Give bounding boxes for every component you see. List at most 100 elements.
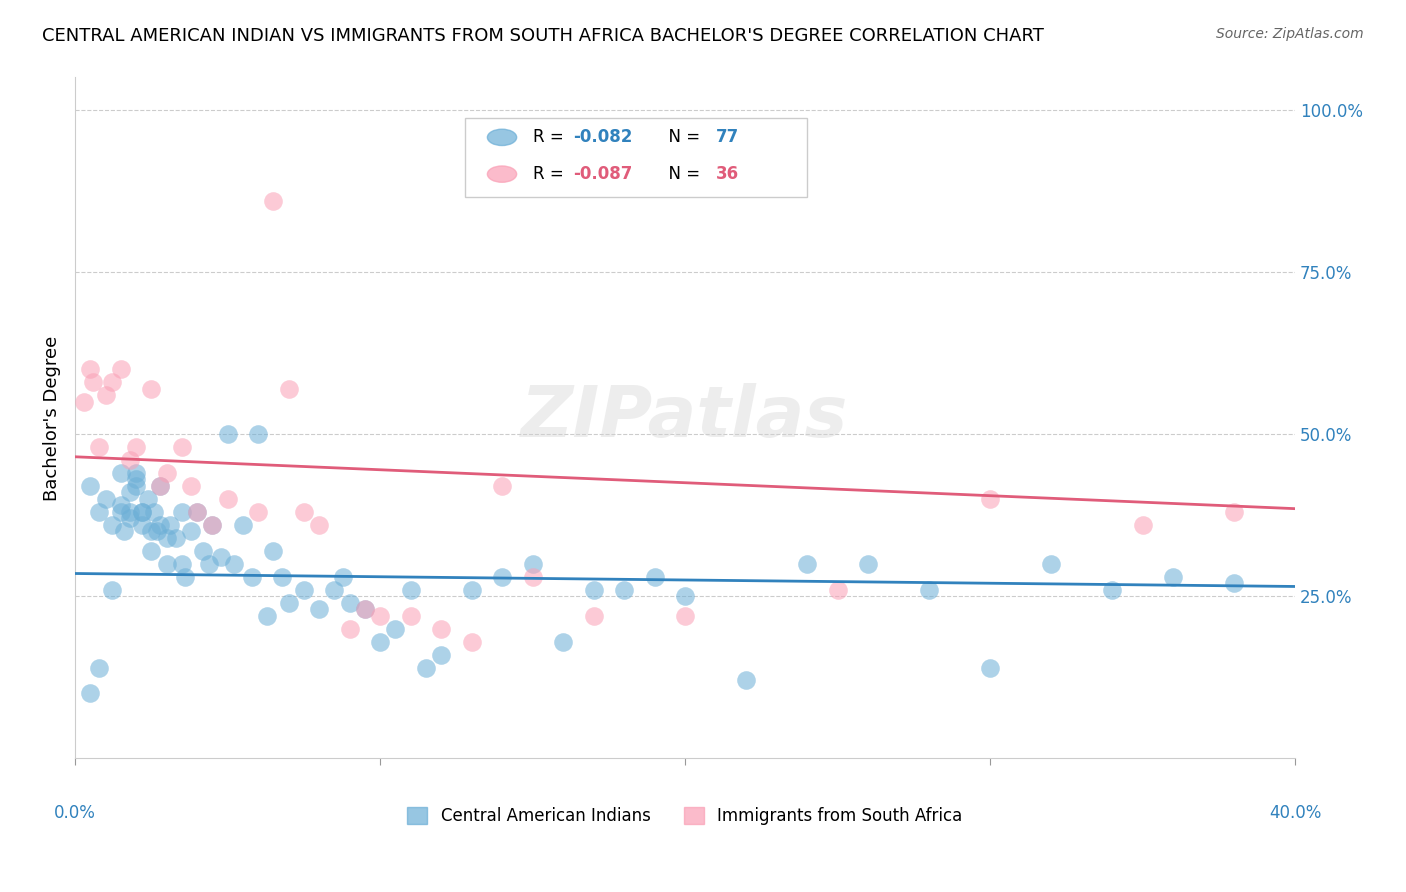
Text: R =: R = [533,128,568,146]
Point [415,660,437,674]
Point [332,570,354,584]
Point [399,582,422,597]
Circle shape [488,166,516,182]
Point [110,505,132,519]
Point [141,382,163,396]
Point [125,479,148,493]
Text: N =: N = [658,128,706,146]
Point [201,517,224,532]
Point [856,557,879,571]
Point [198,557,221,571]
Point [979,491,1001,506]
Point [186,505,208,519]
Point [209,550,232,565]
Point [180,479,202,493]
Y-axis label: Bachelor's Degree: Bachelor's Degree [44,335,60,500]
Point [292,505,315,519]
Point [118,453,141,467]
Point [222,557,245,571]
Text: CENTRAL AMERICAN INDIAN VS IMMIGRANTS FROM SOUTH AFRICA BACHELOR'S DEGREE CORREL: CENTRAL AMERICAN INDIAN VS IMMIGRANTS FR… [42,27,1045,45]
Point [582,582,605,597]
Point [735,673,758,688]
Point [125,466,148,480]
Point [256,608,278,623]
Point [353,602,375,616]
Point [143,505,166,519]
Point [125,440,148,454]
Point [232,517,254,532]
Point [399,608,422,623]
Circle shape [488,129,516,145]
Point [118,505,141,519]
Point [551,634,574,648]
Point [277,382,299,396]
Text: -0.087: -0.087 [572,165,633,183]
Point [644,570,666,584]
Point [118,511,141,525]
Point [173,570,195,584]
Point [131,517,153,532]
Point [149,479,172,493]
Point [191,543,214,558]
Point [308,517,330,532]
Point [146,524,169,539]
Text: Source: ZipAtlas.com: Source: ZipAtlas.com [1216,27,1364,41]
Point [155,557,177,571]
Point [165,531,187,545]
Point [125,473,148,487]
Point [262,543,284,558]
Point [82,375,104,389]
Point [918,582,941,597]
Point [79,362,101,376]
Point [460,582,482,597]
Text: 77: 77 [716,128,738,146]
Point [368,608,391,623]
Point [613,582,636,597]
Point [110,362,132,376]
Point [170,505,193,519]
Point [73,394,96,409]
Point [118,485,141,500]
Point [271,570,294,584]
Point [110,499,132,513]
Point [141,543,163,558]
Point [1101,582,1123,597]
Point [827,582,849,597]
Point [100,517,122,532]
Point [308,602,330,616]
Point [979,660,1001,674]
Point [339,596,361,610]
Point [180,524,202,539]
Point [247,505,270,519]
Point [217,491,239,506]
Point [1132,517,1154,532]
Point [491,479,513,493]
Point [339,622,361,636]
Point [522,570,544,584]
Point [94,388,117,402]
Point [141,524,163,539]
Point [491,570,513,584]
Point [94,491,117,506]
Point [247,427,270,442]
Point [159,517,181,532]
Point [277,596,299,610]
Point [155,466,177,480]
Text: ZIPatlas: ZIPatlas [522,384,849,452]
Point [170,557,193,571]
Bar [465,119,807,196]
Text: 0.0%: 0.0% [53,804,96,822]
Point [323,582,346,597]
Point [1223,505,1246,519]
Point [217,427,239,442]
Point [136,491,159,506]
Point [170,440,193,454]
Point [240,570,263,584]
Point [796,557,818,571]
Point [100,375,122,389]
Point [1040,557,1063,571]
Point [89,660,111,674]
Point [201,517,224,532]
Point [673,608,696,623]
Point [1161,570,1184,584]
